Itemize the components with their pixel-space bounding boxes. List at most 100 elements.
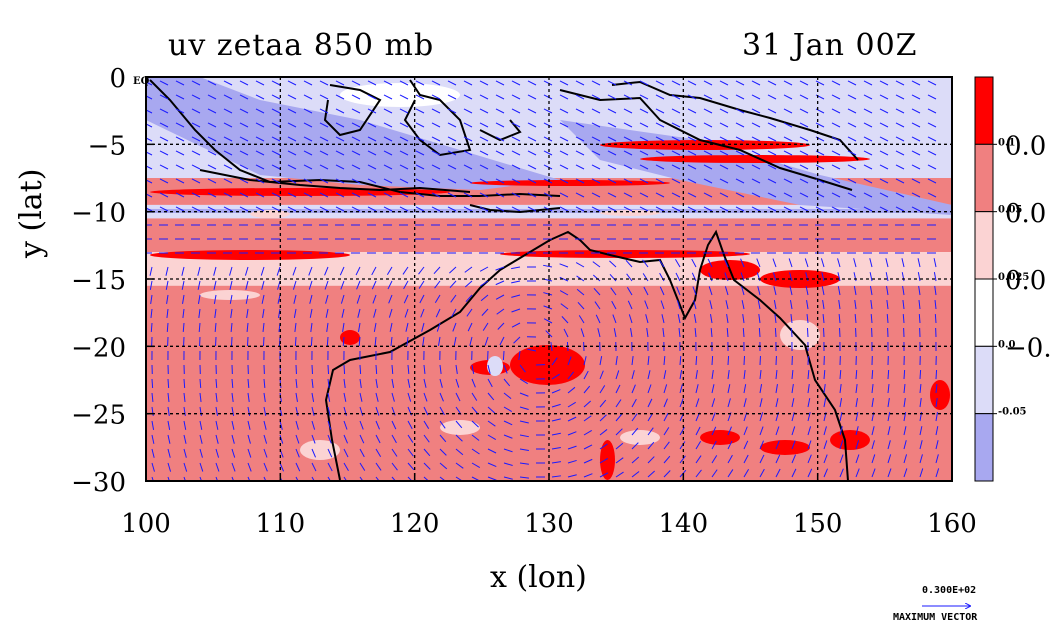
wind-vector	[687, 150, 697, 156]
wind-vector	[431, 94, 441, 100]
wind-vector	[197, 294, 201, 304]
wind-vector	[927, 164, 937, 170]
wind-vector	[343, 378, 346, 388]
y-tick-label: −5	[88, 131, 126, 161]
wind-vector	[422, 336, 425, 346]
wind-vector	[671, 150, 681, 156]
wind-vector	[495, 192, 505, 198]
wind-vector	[343, 462, 349, 472]
wind-vector	[358, 336, 361, 347]
wind-vector	[327, 434, 332, 444]
wind-vector	[295, 406, 299, 416]
wind-vector	[839, 384, 842, 394]
wind-vector	[607, 164, 617, 170]
wind-vector	[519, 434, 529, 438]
wind-vector	[271, 122, 281, 128]
wind-vector	[879, 192, 889, 198]
wind-vector	[703, 150, 713, 156]
wind-vector	[741, 286, 745, 296]
wind-vector	[415, 122, 425, 128]
wind-vector	[175, 94, 185, 100]
wind-vector	[262, 336, 265, 347]
wind-vector	[727, 370, 730, 380]
wind-vector	[453, 336, 457, 346]
wind-vector	[223, 94, 233, 100]
wind-vector	[583, 458, 593, 464]
wind-vector	[551, 373, 560, 380]
wind-vector	[647, 370, 651, 380]
wind-vector	[455, 392, 461, 402]
wind-vector	[759, 398, 763, 408]
wind-vector	[503, 378, 511, 387]
wind-vector	[687, 178, 697, 184]
wind-vector	[151, 476, 154, 481]
wind-vector	[421, 322, 425, 332]
wind-vector	[279, 462, 285, 472]
wind-vector	[821, 272, 825, 282]
wind-vector	[255, 108, 265, 114]
wind-vector	[463, 178, 473, 184]
wind-vector	[150, 322, 153, 333]
wind-vector	[271, 80, 281, 86]
wind-vector	[726, 327, 729, 338]
wind-vector	[439, 420, 446, 429]
wind-vector	[855, 384, 858, 394]
wind-vector	[231, 434, 235, 444]
wind-vector	[423, 392, 428, 402]
wind-vector	[239, 80, 249, 86]
wind-vector	[175, 178, 185, 184]
wind-vector	[198, 308, 201, 318]
wind-vector	[327, 364, 330, 375]
wind-vector	[611, 300, 617, 310]
wind-vector	[183, 378, 186, 389]
wind-vector	[805, 286, 809, 296]
wind-vector	[783, 80, 793, 86]
wind-vector	[367, 192, 377, 198]
wind-vector	[511, 280, 521, 284]
wind-vector	[887, 412, 891, 422]
wind-vector	[551, 461, 561, 464]
wind-vector	[511, 178, 521, 184]
wind-vector	[439, 462, 448, 470]
wind-vector	[479, 266, 489, 272]
wind-vector	[207, 150, 217, 156]
wind-vector	[623, 192, 633, 198]
wind-vector	[927, 178, 937, 184]
wind-vector	[342, 322, 345, 332]
wind-vector	[919, 454, 923, 464]
wind-vector	[543, 108, 553, 114]
wind-vector	[191, 136, 201, 142]
wind-vector	[879, 178, 889, 184]
wind-vector	[838, 313, 841, 324]
wind-vector	[855, 398, 858, 408]
wind-vector	[262, 322, 265, 333]
wind-vector	[215, 476, 219, 481]
wind-vector	[287, 178, 297, 184]
wind-vector	[191, 164, 201, 170]
wind-vector	[627, 300, 633, 310]
wind-vector	[735, 150, 745, 156]
wind-vector	[271, 192, 281, 198]
wind-vector	[351, 108, 361, 114]
wind-vector	[695, 355, 698, 366]
wind-vector	[807, 440, 812, 450]
wind-vector	[767, 136, 777, 142]
wind-vector	[879, 206, 889, 212]
wind-vector	[309, 308, 313, 318]
wind-vector	[806, 300, 809, 310]
wind-vector	[431, 164, 441, 170]
wind-vector	[511, 308, 521, 313]
wind-vector	[775, 384, 778, 394]
wind-vector	[775, 426, 780, 436]
wind-vector	[480, 280, 489, 287]
wind-vector	[679, 455, 686, 464]
wind-vector	[495, 266, 505, 271]
wind-vector	[199, 420, 203, 430]
colorbar-segment	[974, 345, 994, 415]
wind-vector	[159, 80, 169, 86]
wind-vector	[271, 164, 281, 170]
wind-vector	[821, 286, 825, 296]
wind-vector	[407, 448, 414, 457]
wind-vector	[399, 150, 409, 156]
wind-vector	[580, 328, 585, 338]
